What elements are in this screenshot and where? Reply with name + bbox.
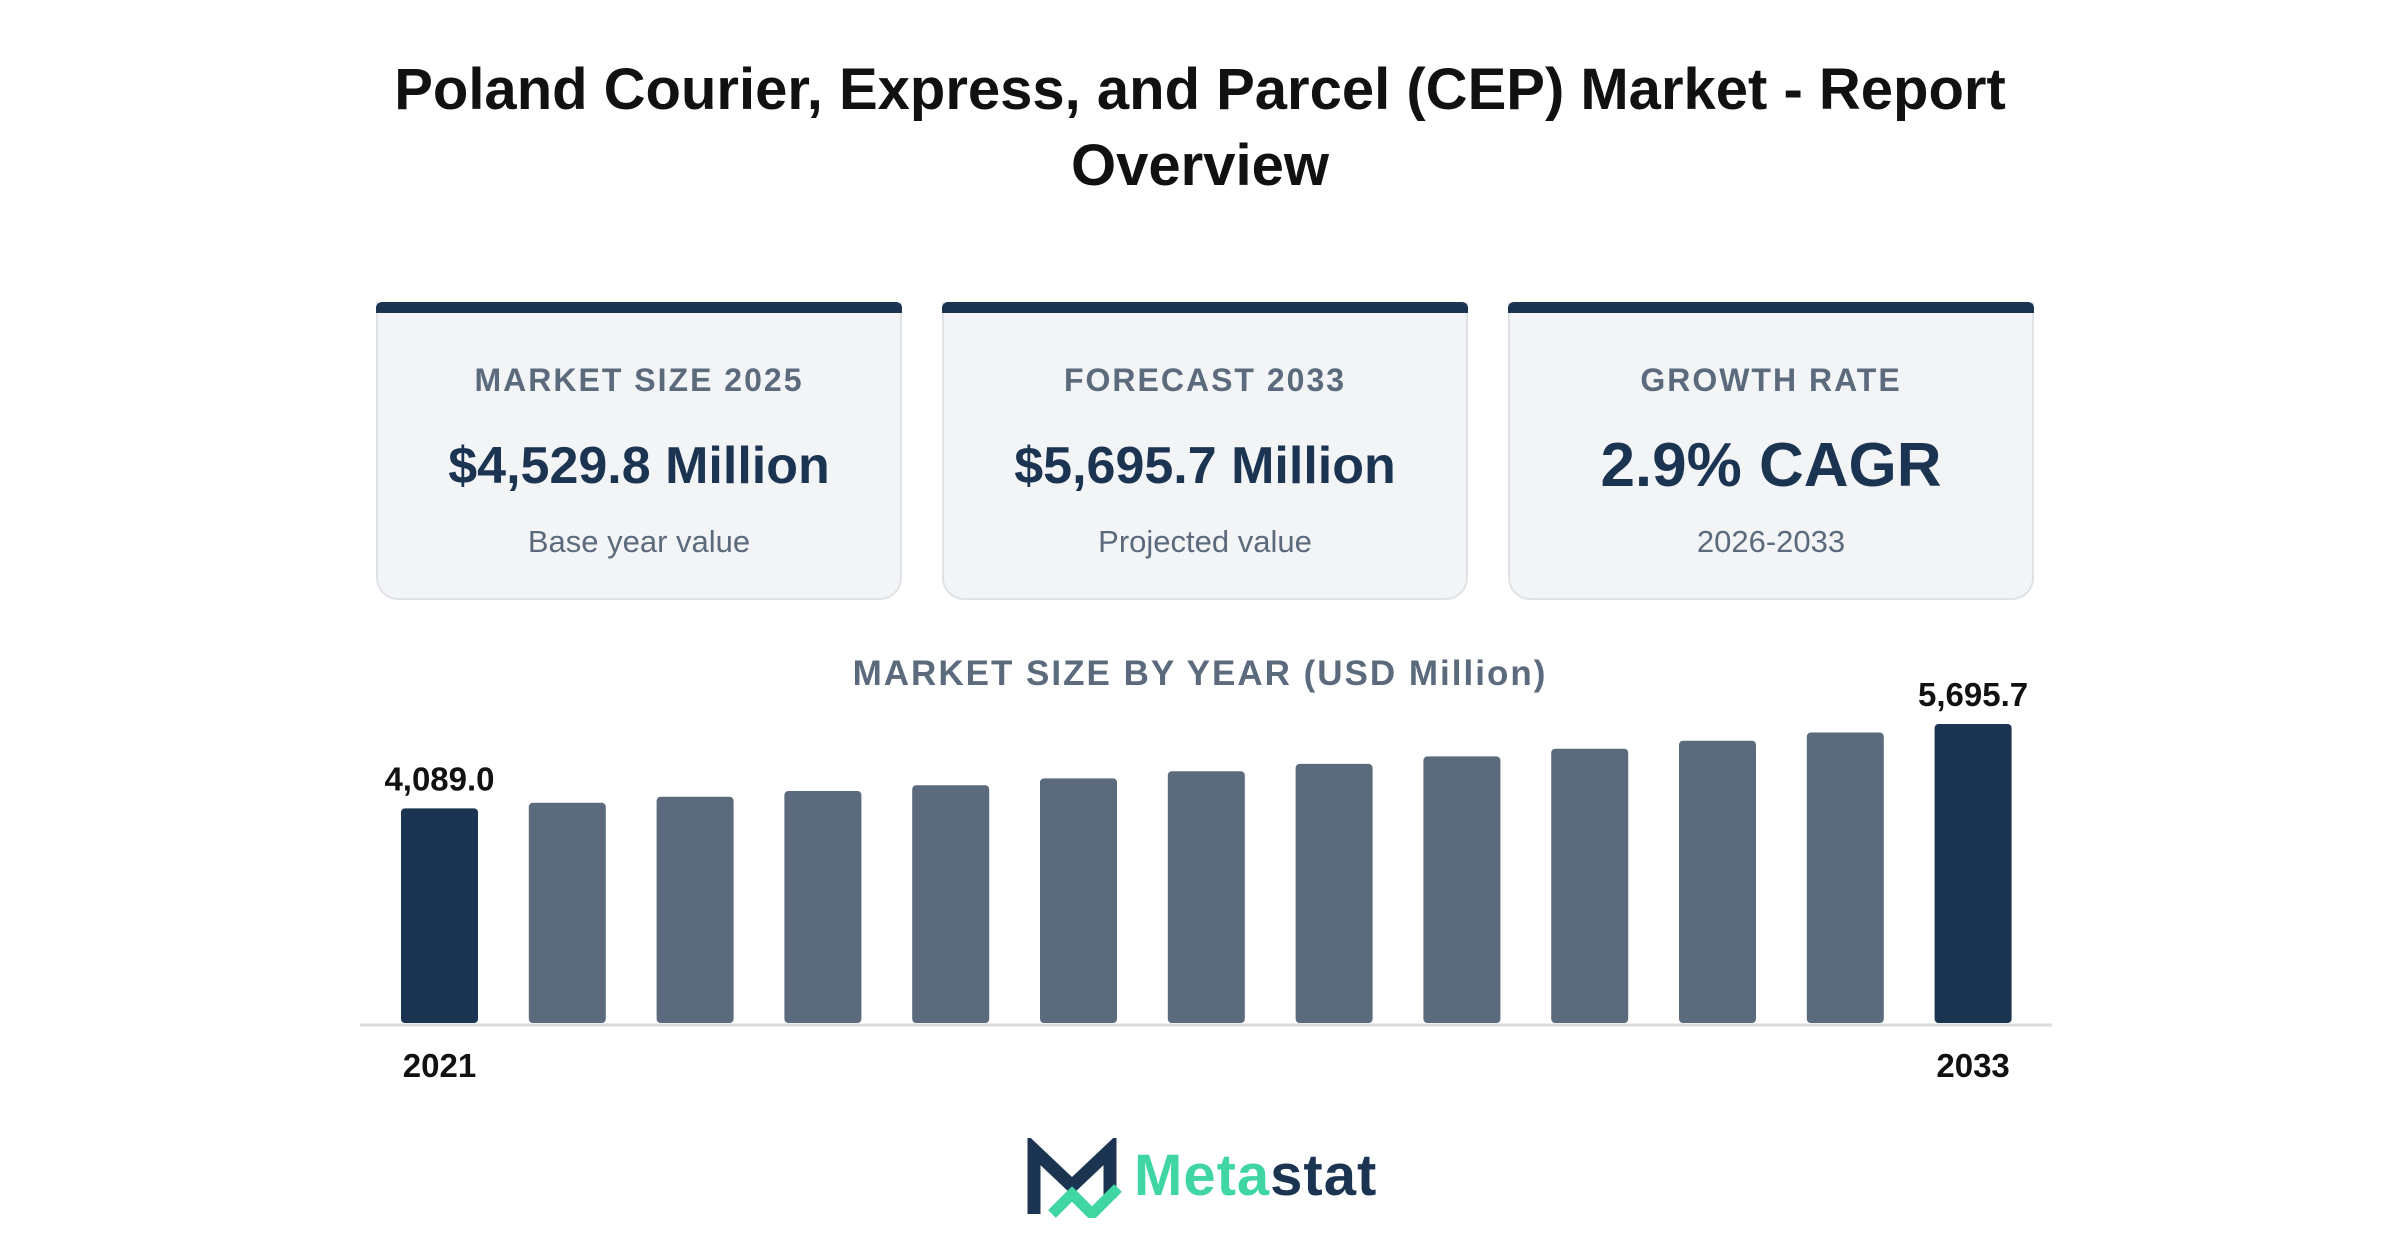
card-label: FORECAST 2033 [1063, 362, 1347, 398]
bar-2026 [1040, 778, 1117, 1023]
bar-2030 [1551, 748, 1629, 1023]
bar-2021 [401, 808, 478, 1023]
value-label-2033: 5,695.7 [1918, 676, 2028, 713]
card-value: 2.9% CAGR [1600, 431, 1942, 500]
bar-2029 [1423, 756, 1501, 1023]
card-subtitle: 2026-2033 [1696, 524, 1846, 559]
bar-2023 [656, 796, 734, 1023]
bar-2022 [528, 802, 606, 1023]
forecast-card: FORECAST 2033 $5,695.7 Million Projected… [942, 302, 1468, 600]
page-title: Poland Courier, Express, and Parcel (CEP… [394, 57, 2006, 198]
category-label-2033: 2033 [1936, 1047, 2009, 1084]
market-size-card: MARKET SIZE 2025 $4,529.8 Million Base y… [376, 302, 902, 600]
bar-2027 [1167, 771, 1245, 1023]
card-value: $4,529.8 Million [448, 437, 830, 495]
metastat-m-logo-icon [1027, 1134, 1122, 1222]
bar-2031 [1679, 740, 1756, 1023]
bar-2033 [1934, 724, 2012, 1023]
card-label: MARKET SIZE 2025 [474, 362, 804, 398]
bar-2028 [1295, 763, 1373, 1023]
value-label-2021: 4,089.0 [384, 760, 494, 797]
card-value: $5,695.7 Million [1014, 437, 1396, 495]
bar-2025 [912, 785, 990, 1023]
bar-2024 [784, 790, 862, 1023]
growth-rate-card: GROWTH RATE 2.9% CAGR 2026-2033 [1508, 302, 2034, 600]
bar-2032 [1806, 732, 1884, 1023]
logo-wordmark: Metastat [1134, 1142, 1377, 1209]
logo-brand-part2: stat [1270, 1143, 1378, 1208]
card-subtitle: Projected value [1098, 524, 1312, 559]
category-label-2021: 2021 [403, 1047, 476, 1084]
logo-brand-part1: Meta [1134, 1143, 1271, 1208]
card-subtitle: Base year value [527, 524, 751, 559]
card-label: GROWTH RATE [1640, 362, 1902, 398]
chart-title: MARKET SIZE BY YEAR (USD Million) [852, 654, 1548, 693]
metastat-logo: Metastat [1026, 1134, 1396, 1222]
